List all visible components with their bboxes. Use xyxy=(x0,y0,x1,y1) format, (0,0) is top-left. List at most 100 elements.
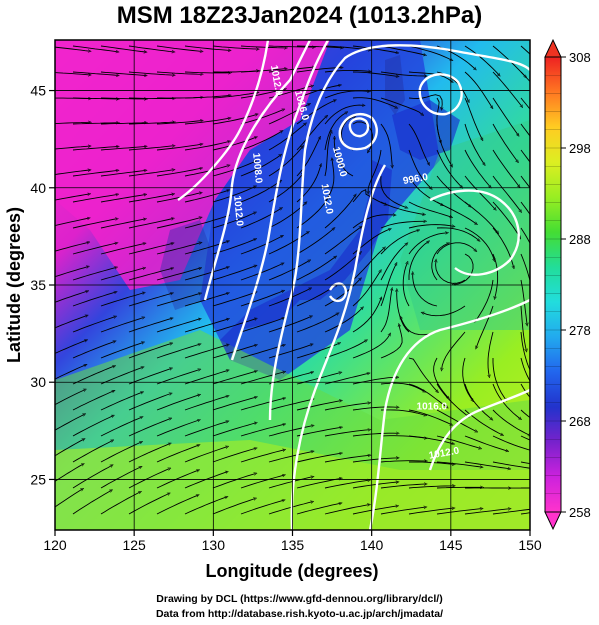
streamline xyxy=(408,149,431,189)
streamline xyxy=(128,368,171,385)
colorbar-tick-label: 268 xyxy=(569,414,591,429)
streamline xyxy=(436,409,477,432)
streamline xyxy=(464,383,492,419)
streamline xyxy=(352,97,396,108)
streamline xyxy=(324,403,369,411)
streamline xyxy=(520,409,530,419)
streamline xyxy=(100,268,144,281)
streamline xyxy=(72,292,116,307)
streamline xyxy=(212,45,258,49)
streamline xyxy=(352,71,398,76)
streamline xyxy=(296,68,342,73)
isobar-line xyxy=(230,40,330,361)
streamline xyxy=(240,131,282,151)
streamline xyxy=(100,170,146,177)
y-tick-label: 35 xyxy=(30,277,46,293)
contour-label: 1008.0 xyxy=(250,152,264,184)
streamline xyxy=(268,502,312,515)
streamline xyxy=(324,455,370,463)
streamline xyxy=(408,357,438,392)
streamline xyxy=(436,461,482,467)
streamline xyxy=(352,407,398,411)
streamline xyxy=(296,45,342,48)
streamline xyxy=(100,98,146,99)
streamline xyxy=(296,197,329,229)
streamline xyxy=(296,138,320,177)
y-axis-label: Latitude (degrees) xyxy=(4,207,24,363)
streamline xyxy=(324,253,361,281)
streamline xyxy=(492,508,530,515)
streamline xyxy=(128,146,174,151)
colorbar-fill xyxy=(544,56,562,513)
streamline xyxy=(352,45,398,53)
streamline xyxy=(492,97,518,135)
streamline xyxy=(184,396,228,411)
streamline xyxy=(184,72,230,73)
streamline xyxy=(408,45,452,60)
isobar-line xyxy=(428,388,530,471)
sakhalin-land xyxy=(385,55,405,115)
streamline xyxy=(296,257,336,281)
streamline xyxy=(100,45,146,52)
streamline xyxy=(268,451,313,463)
streamline xyxy=(184,216,228,229)
streamline xyxy=(156,121,202,125)
pressure-contours xyxy=(177,40,530,530)
streamline xyxy=(128,268,172,281)
streamline xyxy=(268,147,303,177)
streamline xyxy=(240,398,284,411)
streamline xyxy=(520,461,530,465)
streamline xyxy=(520,512,530,515)
streamline xyxy=(184,497,227,515)
streamline xyxy=(324,132,331,177)
streamline xyxy=(212,397,256,411)
streamline xyxy=(268,316,311,333)
streamline xyxy=(156,218,201,229)
streamline xyxy=(100,219,145,229)
streamline xyxy=(520,201,530,216)
streamline xyxy=(380,484,426,489)
streamline xyxy=(156,470,198,489)
streamline xyxy=(268,67,314,73)
lat-lon-grid xyxy=(55,40,530,530)
streamline xyxy=(184,421,228,437)
streamline xyxy=(240,110,284,125)
streamline xyxy=(184,45,230,50)
streamline xyxy=(380,123,392,167)
streamline xyxy=(128,122,174,125)
contour-label: 1012.0 xyxy=(428,446,460,462)
streamline xyxy=(100,318,144,333)
contour-label: 1012.0 xyxy=(231,195,245,227)
streamline xyxy=(240,318,284,333)
streamline xyxy=(402,263,410,307)
streamline xyxy=(436,201,476,224)
x-tick-label: 140 xyxy=(360,537,384,553)
streamline xyxy=(72,194,117,203)
streamline xyxy=(72,465,112,489)
streamline xyxy=(380,507,426,515)
streamline xyxy=(408,409,451,425)
streamline xyxy=(268,426,313,437)
streamline xyxy=(492,227,514,268)
streamline xyxy=(324,480,369,489)
streamline xyxy=(492,175,521,211)
streamline xyxy=(128,394,171,411)
streamline xyxy=(368,149,382,193)
streamline xyxy=(55,46,90,51)
streamline xyxy=(128,494,169,515)
streamline xyxy=(156,45,202,51)
streamline xyxy=(55,122,90,124)
streamline xyxy=(464,509,510,515)
streamline xyxy=(464,201,498,233)
streamline xyxy=(380,97,423,115)
streamline xyxy=(464,45,499,75)
streamline xyxy=(464,227,494,260)
streamline xyxy=(240,475,284,489)
streamline xyxy=(380,461,426,462)
streamline xyxy=(184,166,229,177)
streamline xyxy=(380,175,407,208)
streamline xyxy=(240,264,283,281)
streamline xyxy=(100,243,145,255)
streamline xyxy=(72,45,118,52)
x-tick-label: 130 xyxy=(202,537,226,553)
